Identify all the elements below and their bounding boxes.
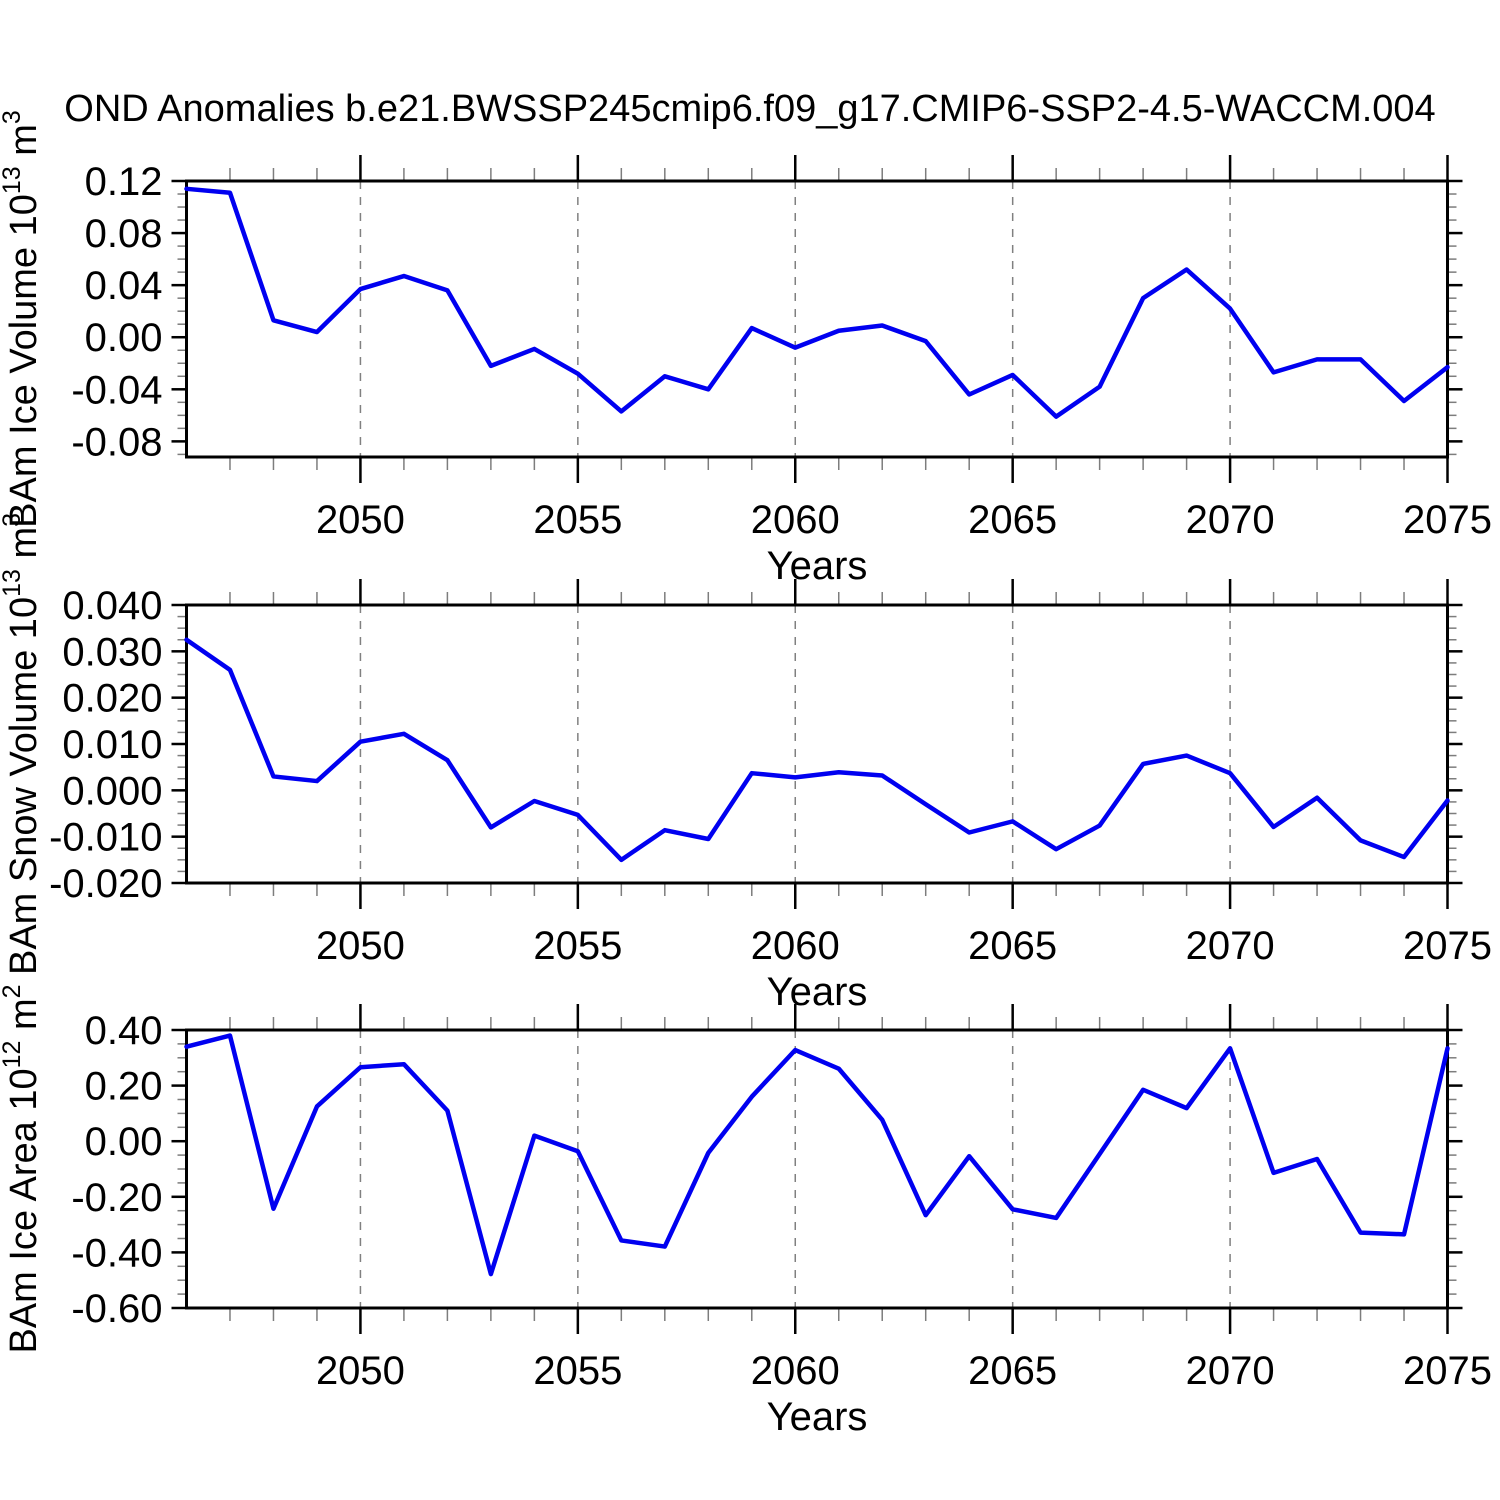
grid-lines [359, 181, 1231, 457]
y-tick-label: -0.020 [49, 862, 162, 906]
y-tick-label: -0.010 [49, 816, 162, 860]
y-axis-title: BAm Ice Volume 1013​ m3​ [0, 110, 45, 528]
y-tick-label: 0.40 [85, 1009, 163, 1053]
x-tick-label: 2065 [968, 924, 1057, 968]
y-tick-label: 0.20 [85, 1065, 163, 1109]
y-tick-label: -0.40 [71, 1231, 162, 1275]
grid-lines [359, 1030, 1231, 1308]
y-tick-label: 0.010 [62, 723, 162, 767]
y-tick-label: 0.030 [62, 630, 162, 674]
x-axis-labels: 2050 2055 2060 2065 2070 2075 Years [316, 498, 1492, 588]
x-tick-label: 2055 [533, 1349, 622, 1393]
x-axis-title: Years [767, 1395, 868, 1439]
x-tick-label: 2050 [316, 498, 405, 542]
x-tick-label: 2060 [751, 924, 840, 968]
ice-area-data-line [184, 1033, 1450, 1277]
y-axis-ticks: 0.40 0.20 0.00 -0.20 -0.40 -0.60 [71, 1009, 1463, 1331]
x-axis-labels: 2050 2055 2060 2065 2070 2075 Years [316, 1349, 1492, 1439]
x-tick-label: 2070 [1186, 924, 1275, 968]
y-tick-label: 0.000 [62, 769, 162, 813]
x-axis-ticks [229, 579, 1449, 909]
y-tick-label: -0.04 [71, 368, 162, 412]
x-tick-label: 2075 [1403, 924, 1492, 968]
plot-box [185, 603, 1449, 885]
plot-box [185, 179, 1449, 459]
x-tick-label: 2070 [1186, 498, 1275, 542]
y-tick-label: -0.60 [71, 1287, 162, 1331]
x-axis-title: Years [767, 544, 868, 588]
x-axis-ticks [229, 155, 1449, 483]
snow-volume-data-line [184, 637, 1450, 863]
y-tick-label: 0.04 [85, 264, 163, 308]
y-tick-label: -0.08 [71, 420, 162, 464]
y-axis-title: BAm Ice Area 1012​ m2​ [0, 984, 45, 1353]
y-tick-label: 0.040 [62, 584, 162, 628]
grid-lines [359, 605, 1231, 883]
x-tick-label: 2060 [751, 498, 840, 542]
x-axis-ticks [229, 1004, 1449, 1334]
y-tick-label: -0.20 [71, 1176, 162, 1220]
y-axis-ticks: 0.12 0.08 0.04 0.00 -0.04 -0.08 [71, 160, 1463, 464]
x-tick-label: 2065 [968, 498, 1057, 542]
x-tick-label: 2055 [533, 924, 622, 968]
y-tick-label: 0.00 [85, 1120, 163, 1164]
x-axis-title: Years [767, 970, 868, 1014]
ice-volume-data-line [184, 186, 1450, 419]
x-tick-label: 2055 [533, 498, 622, 542]
plot-box [185, 1028, 1449, 1310]
x-tick-label: 2060 [751, 1349, 840, 1393]
y-tick-label: 0.020 [62, 677, 162, 721]
x-tick-label: 2065 [968, 1349, 1057, 1393]
x-tick-label: 2050 [316, 1349, 405, 1393]
y-axis-title: BAm Snow Volume 1013​ m3​ [0, 513, 45, 975]
x-tick-label: 2050 [316, 924, 405, 968]
y-tick-label: 0.08 [85, 212, 163, 256]
x-tick-label: 2070 [1186, 1349, 1275, 1393]
x-tick-label: 2075 [1403, 498, 1492, 542]
y-tick-label: 0.00 [85, 316, 163, 360]
x-axis-labels: 2050 2055 2060 2065 2070 2075 Years [316, 924, 1492, 1014]
x-tick-label: 2075 [1403, 1349, 1492, 1393]
page-title: OND Anomalies b.e21.BWSSP245cmip6.f09_g1… [64, 88, 1436, 130]
y-tick-label: 0.12 [85, 160, 163, 204]
